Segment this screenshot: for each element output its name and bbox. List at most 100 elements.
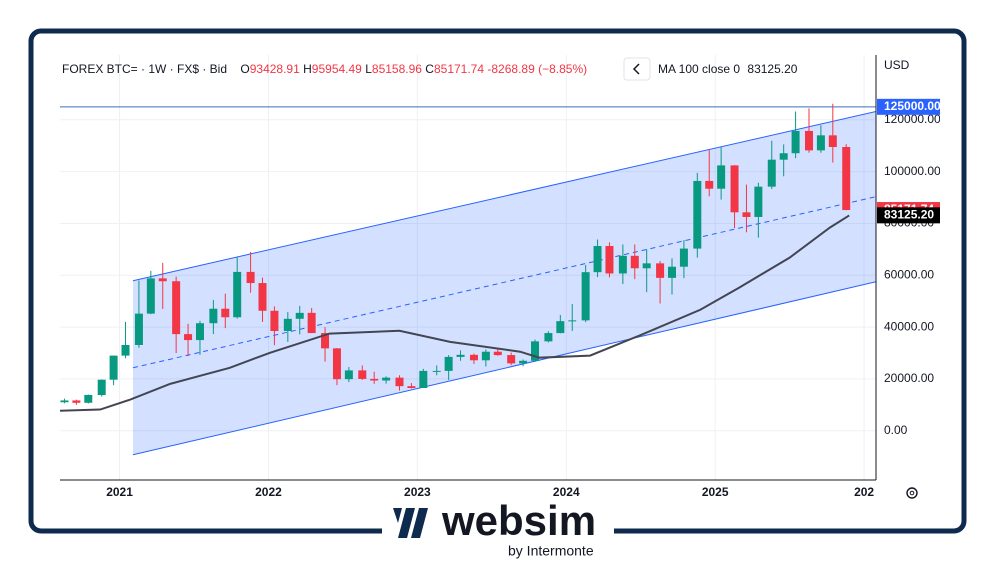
x-tick-label: 2023 xyxy=(404,485,431,499)
candle-body xyxy=(581,272,590,321)
candle-body xyxy=(332,348,341,380)
candle-body xyxy=(605,245,614,274)
logo-mark xyxy=(393,508,428,538)
x-tick-label: 2024 xyxy=(553,485,580,499)
candle-body xyxy=(544,333,553,342)
candle-body xyxy=(816,135,825,151)
price-axis: 0.0020000.0040000.0060000.0080000.001000… xyxy=(877,98,941,437)
candle-body xyxy=(444,356,453,371)
candle-body xyxy=(779,153,788,160)
candle-body xyxy=(72,400,81,403)
candle-body xyxy=(233,271,242,318)
candle-body xyxy=(246,271,255,284)
x-tick-label: 2021 xyxy=(106,485,133,499)
candle-body xyxy=(754,186,763,217)
candle-body xyxy=(344,370,353,380)
x-tick-label: 2022 xyxy=(255,485,282,499)
ohlc-value: 85171.74 xyxy=(434,62,484,76)
y-tick-label: 120000.00 xyxy=(884,112,941,126)
candle-body xyxy=(828,135,837,147)
candle-body xyxy=(730,165,739,213)
candle-body xyxy=(283,318,292,331)
candle-body xyxy=(432,370,441,372)
moving-average xyxy=(60,214,850,412)
x-tick-label: 2025 xyxy=(702,485,729,499)
y-tick-label: 0.00 xyxy=(884,423,908,437)
candle-body xyxy=(146,278,155,314)
logo-text: websim xyxy=(441,497,596,544)
candle-body xyxy=(258,283,267,311)
candle-body xyxy=(705,180,714,189)
candle-body xyxy=(307,312,316,334)
channel-fill xyxy=(132,111,876,455)
candle-body xyxy=(321,333,330,349)
candle-body xyxy=(668,266,676,278)
candle-body xyxy=(209,308,218,324)
legend-header: FOREX BTC= · 1W · FX$ · Bid O93428.91 H9… xyxy=(62,62,587,76)
candle-body xyxy=(469,354,478,361)
candle-body xyxy=(395,377,404,387)
y-tick-label: 40000.00 xyxy=(884,319,934,333)
currency: USD xyxy=(884,58,910,72)
candle-body xyxy=(531,341,540,361)
candle-body xyxy=(842,146,851,211)
candle-body xyxy=(121,344,130,356)
candle-body xyxy=(767,159,776,187)
ohlc-label: H xyxy=(303,62,312,76)
channel-upper xyxy=(132,111,876,282)
indicator-value: 83125.20 xyxy=(747,62,797,76)
candle-body xyxy=(519,360,528,364)
candle-body xyxy=(270,310,279,331)
candle-body xyxy=(221,308,230,318)
candle-body xyxy=(419,370,428,389)
candle-body xyxy=(507,355,516,364)
candle-body xyxy=(358,370,367,379)
ma-last-label: 83125.20 xyxy=(884,208,934,222)
settings-icon-center xyxy=(909,490,915,496)
candle-body xyxy=(630,255,639,269)
candle-body xyxy=(195,323,204,341)
indicator-legend: MA 100 close 0 83125.20 xyxy=(658,62,798,76)
y-tick-label: 100000.00 xyxy=(884,164,941,178)
channel-lower xyxy=(132,281,876,456)
candle-body xyxy=(791,130,800,154)
settings-icon[interactable] xyxy=(906,487,918,499)
axes: 2021 2022 2023 2024 2025 202 xyxy=(106,485,874,499)
candle-body xyxy=(109,355,118,380)
candle-body xyxy=(456,354,465,357)
candle-body xyxy=(656,263,665,278)
chevron-icon xyxy=(632,63,640,75)
ohlc-value: 93428.91 xyxy=(250,62,300,76)
indicator-name: MA 100 close 0 xyxy=(658,62,740,76)
candle-body xyxy=(97,379,106,395)
candle-body xyxy=(134,313,143,345)
symbol: FOREX BTC= · 1W · FX$ · Bid xyxy=(62,62,227,76)
candle-body xyxy=(493,351,502,356)
ohlc-label: C xyxy=(425,62,434,76)
candle-body xyxy=(172,281,181,335)
candle-body xyxy=(556,321,565,334)
candle-body xyxy=(84,395,93,403)
candle-body xyxy=(60,400,69,403)
ohlc-label: O xyxy=(240,62,249,76)
candle-body xyxy=(742,212,751,217)
candle-body xyxy=(382,377,391,381)
candle-body xyxy=(295,312,304,319)
collapse-button[interactable] xyxy=(623,57,651,81)
candle-body xyxy=(184,334,193,341)
channel-mid xyxy=(132,196,876,369)
y-tick-label: 20000.00 xyxy=(884,371,934,385)
candle-body xyxy=(679,248,688,267)
candle-body xyxy=(407,386,416,389)
y-tick-label: 60000.00 xyxy=(884,267,934,281)
candle-body xyxy=(568,320,577,322)
candle-body xyxy=(642,263,651,269)
x-tick-label: 202 xyxy=(854,485,874,499)
chart-pane xyxy=(60,55,876,480)
ma-last-tag xyxy=(877,207,940,224)
candle-body xyxy=(593,245,602,273)
candle-body xyxy=(618,255,627,274)
candle-body xyxy=(370,378,379,381)
candle-body xyxy=(158,278,167,282)
